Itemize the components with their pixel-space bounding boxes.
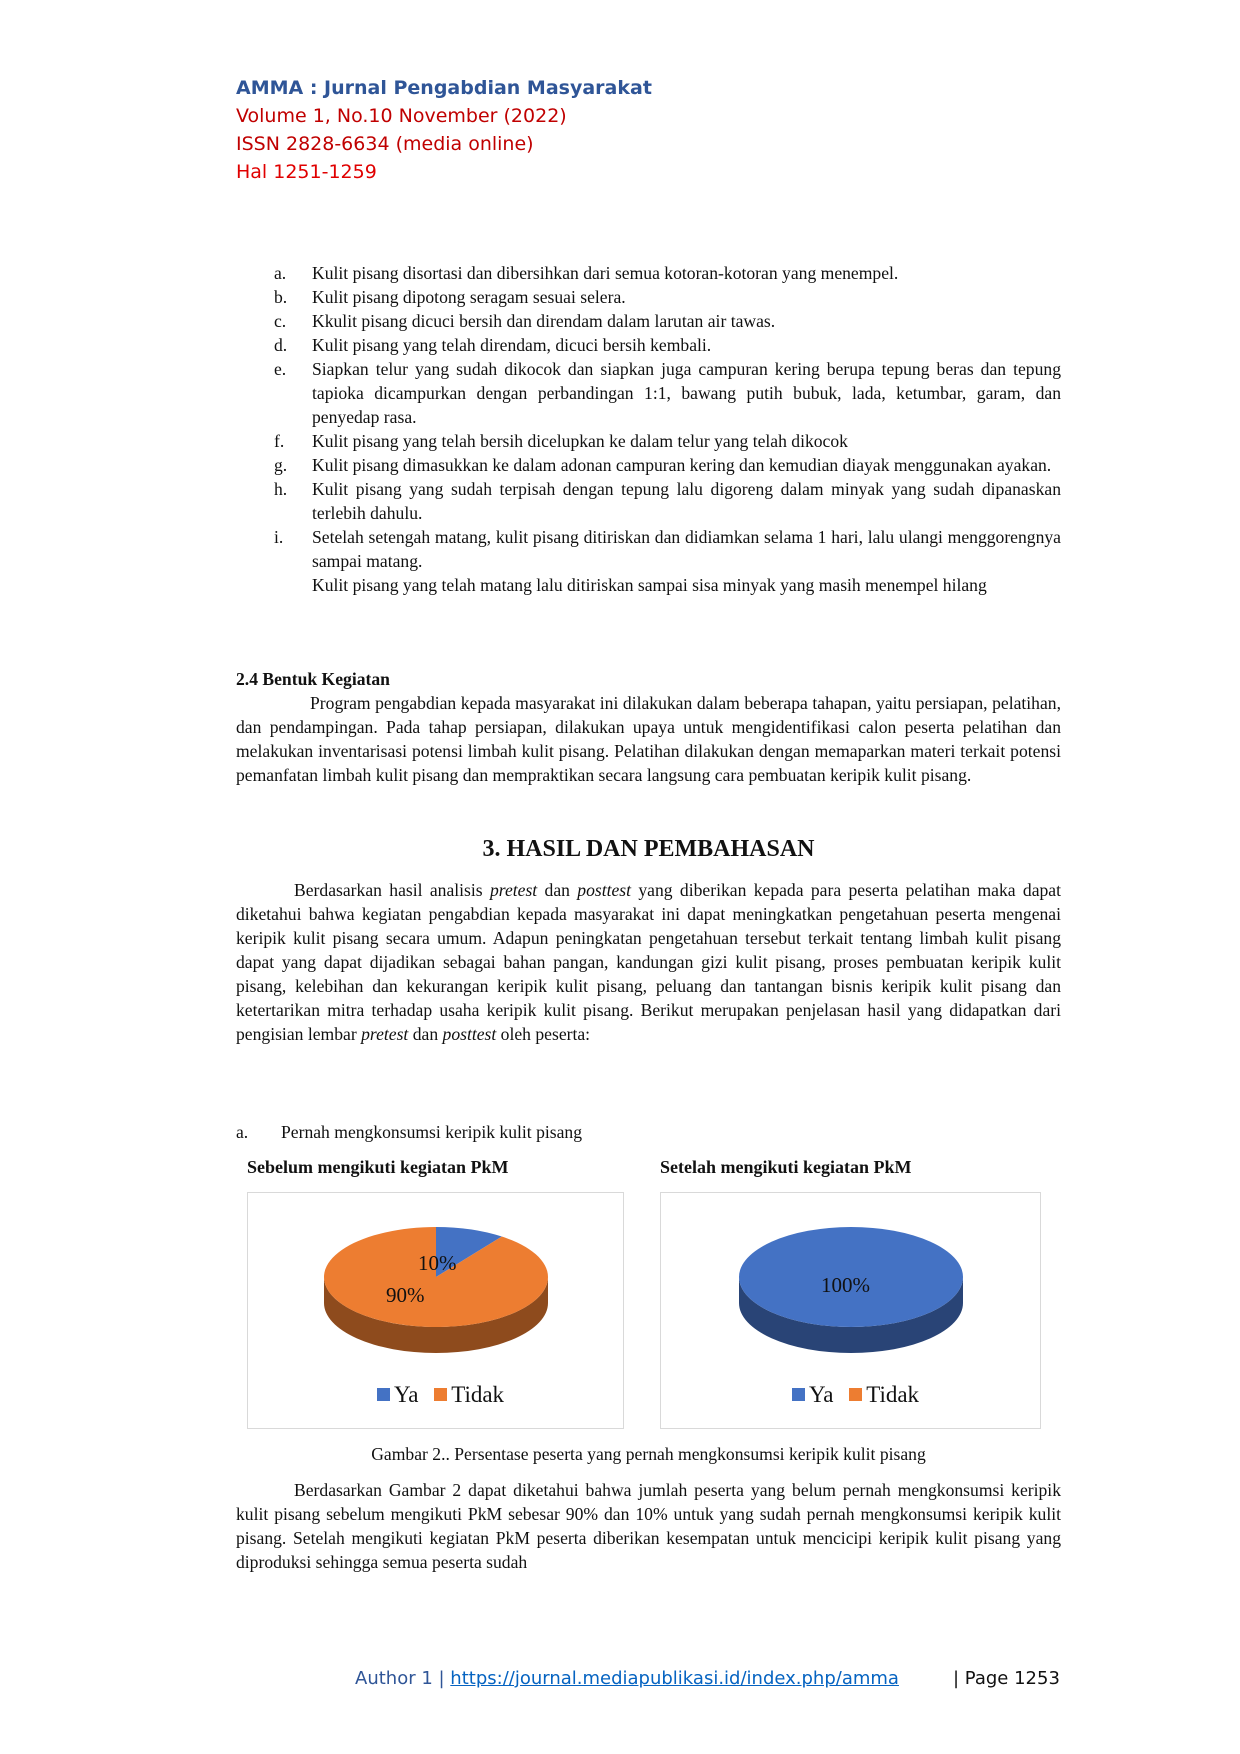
- legend: Ya Tidak: [248, 1382, 623, 1408]
- list-item: b. Kulit pisang dipotong seragam sesuai s…: [274, 287, 626, 307]
- pie-chart-after: 100% Ya Tidak: [660, 1192, 1041, 1429]
- list-item: e. Siapkan telur yang sudah dikocok dan s…: [274, 359, 1061, 427]
- data-label: 10%: [418, 1251, 457, 1275]
- legend-swatch-ya: [376, 1388, 390, 1401]
- journal-pages: Hal 1251-1259: [236, 161, 377, 183]
- journal-issn: ISSN 2828-6634 (media online): [236, 133, 534, 155]
- data-label: 90%: [386, 1283, 425, 1307]
- list-item: c. Kkulit pisang dicuci bersih dan dirend…: [274, 311, 776, 331]
- list-item: a. Pernah mengkonsumsi keripik kulit pisa…: [236, 1122, 583, 1142]
- pie-svg: [324, 1227, 549, 1353]
- section-heading: 3. HASIL DAN PEMBAHASAN: [482, 836, 815, 862]
- section-heading: 2.4 Bentuk Kegiatan: [236, 669, 390, 689]
- pie-svg: [739, 1227, 963, 1353]
- legend-swatch-ya: [791, 1388, 805, 1401]
- pie-side-tidak: [324, 1277, 548, 1353]
- figure-caption: Gambar 2.. Persentase peserta yang perna…: [371, 1444, 926, 1464]
- list-item: g. Kulit pisang dimasukkan ke dalam adona…: [274, 455, 1052, 475]
- list-item: d. Kulit pisang yang telah direndam, dicu…: [274, 335, 712, 355]
- pie-chart-before: 10% 90% Ya Tidak: [247, 1192, 624, 1429]
- paragraph: Berdasarkan hasil analisis pretest dan p…: [236, 880, 1062, 1044]
- list-item: h. Kulit pisang yang sudah terpisah denga…: [274, 479, 1061, 523]
- journal-volume: Volume 1, No.10 November (2022): [236, 105, 567, 127]
- legend-swatch-tidak: [434, 1388, 448, 1401]
- journal-title: AMMA : Jurnal Pengabdian Masyarakat: [236, 77, 652, 99]
- legend: Ya Tidak: [661, 1382, 1040, 1408]
- legend-swatch-tidak: [849, 1388, 863, 1401]
- list-item: f. Kulit pisang yang telah bersih dicelup…: [274, 431, 848, 451]
- section-2-4: 2.4 Bentuk Kegiatan Program pengabdian k…: [236, 667, 1061, 787]
- footer: Author 1 | https://journal.mediapublikas…: [355, 1668, 899, 1689]
- paragraph: Program pengabdian kepada masyarakat ini…: [236, 693, 1061, 785]
- list-item: Kulit pisang yang telah matang lalu diti…: [312, 575, 987, 595]
- data-label: 100%: [821, 1273, 870, 1297]
- pie-slice-ya: [739, 1227, 963, 1327]
- chart-title: Sebelum mengikuti kegiatan PkM: [247, 1157, 509, 1177]
- chart-title: Setelah mengikuti kegiatan PkM: [660, 1157, 912, 1177]
- steps-list: a. Kulit pisang disortasi dan dibersihkan…: [236, 261, 1061, 597]
- list-item: a. Kulit pisang disortasi dan dibersihkan…: [274, 263, 899, 283]
- paragraph: Berdasarkan Gambar 2 dapat diketahui bah…: [236, 1480, 1061, 1572]
- journal-link[interactable]: https://journal.mediapublikasi.id/index.…: [450, 1668, 899, 1689]
- page-number: | Page 1253: [953, 1668, 1060, 1689]
- footer-author: Author 1 |: [355, 1668, 451, 1689]
- pie-slice-ya: [436, 1227, 502, 1277]
- pie-side-ya: [739, 1277, 963, 1353]
- list-item: i. Setelah setengah matang, kulit pisang …: [274, 527, 1061, 571]
- pie-slice-tidak: [324, 1227, 549, 1327]
